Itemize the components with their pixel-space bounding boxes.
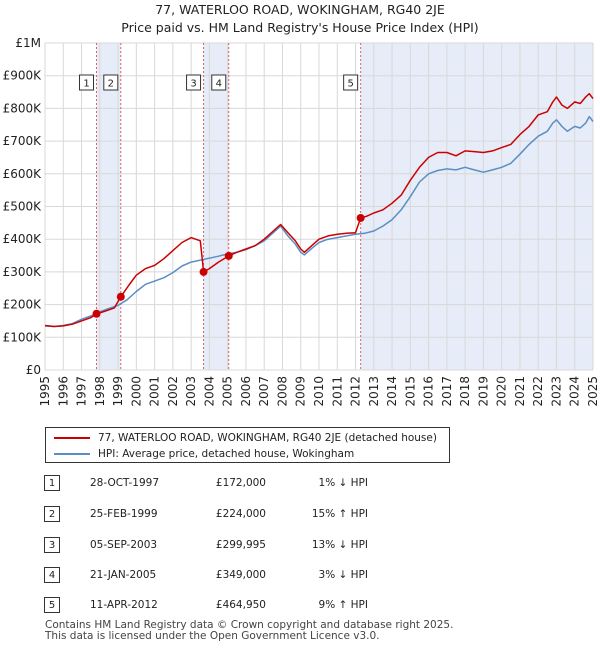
property-line bbox=[44, 92, 594, 328]
transaction-date: 25-FEB-1999 bbox=[90, 508, 158, 520]
x-tick-label: 2016 bbox=[422, 376, 436, 407]
x-tick-label: 2020 bbox=[495, 376, 509, 407]
transaction-price: £349,000 bbox=[215, 569, 266, 581]
sale-marker-box bbox=[211, 74, 227, 91]
transaction-hpi: 9% ↑ HPI bbox=[318, 599, 368, 611]
sale-marker-label: 4 bbox=[216, 79, 222, 90]
transaction-row: 2 25-FEB-1999 £224,000 15% ↑ HPI bbox=[44, 506, 584, 524]
x-tick-label: 2008 bbox=[275, 376, 289, 407]
y-tick-label: £400K bbox=[3, 232, 43, 246]
transaction-row: 3 05-SEP-2003 £299,995 13% ↓ HPI bbox=[44, 537, 584, 555]
price-chart: 77, WATERLOO ROAD, WOKINGHAM, RG40 2JE Pr… bbox=[3, 2, 600, 407]
transaction-row: 1 28-OCT-1997 £172,000 1% ↓ HPI bbox=[44, 475, 584, 493]
y-tick-label: £100K bbox=[3, 330, 43, 344]
transaction-hpi: 1% ↓ HPI bbox=[318, 477, 368, 489]
x-tick-label: 2002 bbox=[166, 376, 180, 407]
x-tick-label: 2014 bbox=[385, 376, 399, 407]
sale-point bbox=[116, 292, 125, 301]
chart-subtitle: Price paid vs. HM Land Registry's House … bbox=[121, 20, 478, 35]
sale-marker-box bbox=[103, 74, 119, 91]
y-tick-label: £200K bbox=[3, 298, 43, 312]
sale-marker-box bbox=[79, 74, 95, 91]
transaction-number: 1 bbox=[44, 475, 60, 491]
y-tick-label: £0 bbox=[26, 363, 41, 377]
x-tick-label: 2024 bbox=[568, 376, 582, 407]
chart-legend: 77, WATERLOO ROAD, WOKINGHAM, RG40 2JE (… bbox=[45, 427, 450, 463]
y-tick-label: £700K bbox=[3, 134, 43, 148]
sale-marker-label: 3 bbox=[190, 79, 196, 90]
x-tick-label: 1995 bbox=[38, 376, 52, 407]
transaction-number: 2 bbox=[44, 506, 60, 522]
x-tick-label: 2000 bbox=[129, 376, 143, 407]
transaction-number: 5 bbox=[44, 597, 60, 613]
transaction-price: £299,995 bbox=[215, 539, 266, 551]
y-tick-label: £900K bbox=[3, 69, 43, 83]
x-tick-label: 2022 bbox=[531, 376, 545, 407]
sale-point bbox=[356, 213, 365, 222]
sale-marker-box bbox=[186, 74, 202, 91]
sale-marker-box bbox=[343, 74, 359, 91]
sale-marker-label: 5 bbox=[347, 79, 353, 90]
x-tick-label: 2017 bbox=[440, 376, 454, 407]
footer-licence: This data is licensed under the Open Gov… bbox=[45, 630, 380, 642]
x-tick-label: 2012 bbox=[349, 376, 363, 407]
legend-label-hpi: HPI: Average price, detached house, Woki… bbox=[98, 448, 355, 460]
y-tick-label: £600K bbox=[3, 167, 43, 181]
chart-title: 77, WATERLOO ROAD, WOKINGHAM, RG40 2JE bbox=[155, 2, 445, 17]
hpi-line bbox=[44, 115, 594, 328]
x-tick-label: 2006 bbox=[239, 376, 253, 407]
transaction-date: 28-OCT-1997 bbox=[90, 477, 159, 489]
transaction-row: 5 11-APR-2012 £464,950 9% ↑ HPI bbox=[44, 597, 584, 615]
x-tick-label: 1996 bbox=[56, 376, 70, 407]
x-tick-label: 2003 bbox=[184, 376, 198, 407]
legend-label-property: 77, WATERLOO ROAD, WOKINGHAM, RG40 2JE (… bbox=[98, 432, 437, 444]
x-tick-label: 2004 bbox=[202, 376, 216, 407]
y-tick-label: £1M bbox=[15, 36, 41, 50]
transaction-price: £464,950 bbox=[215, 599, 266, 611]
legend-swatch-hpi bbox=[54, 453, 90, 455]
transaction-hpi: 3% ↓ HPI bbox=[318, 569, 368, 581]
transaction-hpi: 13% ↓ HPI bbox=[311, 539, 368, 551]
legend-item-property: 77, WATERLOO ROAD, WOKINGHAM, RG40 2JE (… bbox=[54, 431, 437, 445]
transaction-date: 05-SEP-2003 bbox=[90, 539, 158, 551]
x-tick-label: 1998 bbox=[93, 376, 107, 407]
sale-marker-label: 1 bbox=[83, 79, 89, 90]
x-tick-label: 2023 bbox=[549, 376, 563, 407]
transaction-date: 21-JAN-2005 bbox=[90, 569, 157, 581]
x-tick-label: 2011 bbox=[330, 376, 344, 407]
y-tick-label: £300K bbox=[3, 265, 43, 279]
sale-point bbox=[224, 251, 233, 260]
x-tick-label: 2005 bbox=[221, 376, 235, 407]
footer-copyright: Contains HM Land Registry data © Crown c… bbox=[45, 619, 454, 631]
transaction-price: £224,000 bbox=[215, 508, 266, 520]
y-tick-label: £800K bbox=[3, 101, 43, 115]
legend-item-hpi: HPI: Average price, detached house, Woki… bbox=[54, 447, 354, 461]
transaction-price: £172,000 bbox=[215, 477, 266, 489]
x-tick-label: 2001 bbox=[148, 376, 162, 407]
transaction-row: 4 21-JAN-2005 £349,000 3% ↓ HPI bbox=[44, 567, 584, 585]
transaction-date: 11-APR-2012 bbox=[90, 599, 158, 611]
sale-point bbox=[199, 267, 208, 276]
sale-marker-label: 2 bbox=[108, 79, 114, 90]
x-tick-label: 2019 bbox=[476, 376, 490, 407]
x-tick-label: 2025 bbox=[586, 376, 600, 407]
legend-swatch-property bbox=[54, 437, 90, 439]
x-tick-label: 2021 bbox=[513, 376, 527, 407]
x-tick-label: 2013 bbox=[367, 376, 381, 407]
sale-point bbox=[92, 309, 101, 318]
x-tick-label: 2018 bbox=[458, 376, 472, 407]
transaction-number: 3 bbox=[44, 537, 60, 553]
transaction-number: 4 bbox=[44, 567, 60, 583]
x-tick-label: 2015 bbox=[403, 376, 417, 407]
x-tick-label: 2009 bbox=[294, 376, 308, 407]
x-tick-label: 1997 bbox=[75, 376, 89, 407]
footer-notice: Contains HM Land Registry data © Crown c… bbox=[45, 620, 453, 642]
transaction-hpi: 15% ↑ HPI bbox=[311, 508, 368, 520]
x-tick-label: 1999 bbox=[111, 376, 125, 407]
x-tick-label: 2007 bbox=[257, 376, 271, 407]
y-tick-label: £500K bbox=[3, 200, 43, 214]
x-tick-label: 2010 bbox=[312, 376, 326, 407]
